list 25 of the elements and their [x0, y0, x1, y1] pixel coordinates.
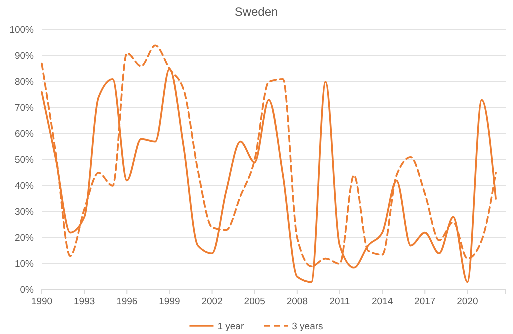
legend-label: 1 year — [218, 322, 244, 332]
x-tick-label: 2011 — [330, 296, 350, 308]
x-tick-label: 2002 — [202, 296, 223, 308]
legend-label: 3 years — [292, 322, 324, 332]
x-tick-label: 1990 — [31, 296, 53, 308]
x-tick-label: 2014 — [372, 296, 394, 308]
y-tick-label: 100% — [10, 25, 35, 36]
y-tick-label: 30% — [14, 207, 35, 218]
x-tick-label: 1999 — [159, 296, 180, 308]
y-tick-label: 40% — [14, 181, 35, 192]
x-tick-label: 2005 — [244, 296, 266, 308]
y-tick-label: 0% — [20, 285, 35, 296]
chart-title: Sweden — [234, 5, 278, 19]
y-tick-label: 70% — [14, 103, 35, 114]
x-tick-label: 1993 — [74, 296, 96, 308]
y-tick-label: 20% — [14, 233, 35, 244]
y-tick-label: 90% — [14, 51, 35, 62]
x-tick-label: 2017 — [414, 296, 436, 308]
y-tick-label: 10% — [14, 259, 35, 270]
y-tick-label: 50% — [14, 155, 35, 166]
x-tick-label: 2008 — [286, 296, 308, 308]
y-tick-label: 60% — [14, 129, 35, 140]
y-tick-label: 80% — [14, 77, 35, 88]
x-tick-label: 2020 — [457, 296, 478, 308]
x-tick-label: 1996 — [116, 296, 138, 308]
